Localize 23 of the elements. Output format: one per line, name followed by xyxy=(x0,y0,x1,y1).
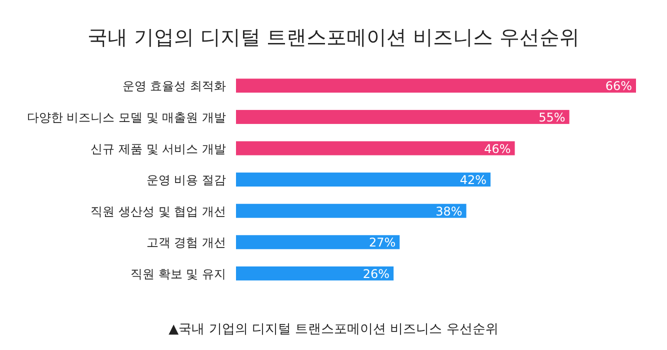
data-label: 27% xyxy=(368,236,396,250)
bar xyxy=(236,235,400,250)
y-tick-label: 다양한 비즈니스 모델 및 매출원 개발 xyxy=(26,110,226,124)
bar xyxy=(236,204,466,218)
data-label: 38% xyxy=(436,204,462,218)
data-label: 26% xyxy=(362,266,390,281)
bar xyxy=(236,266,394,280)
text: ▲국내 기업의 디지털 트랜스포메이션 비즈니스 우선순위 xyxy=(168,322,498,337)
y-tick-label: 신규 제품 및 서비스 개발 xyxy=(90,142,226,156)
data-label: 66% xyxy=(605,79,632,94)
bar xyxy=(236,110,570,124)
y-tick-label: 직원 생산성 및 협업 개선 xyxy=(90,204,226,218)
bar xyxy=(236,141,515,156)
bar xyxy=(236,172,491,187)
data-label: 55% xyxy=(538,110,566,124)
chart-title: 국내 기업의 디지털 트랜스포메이션 비즈니스 우선순위 xyxy=(88,25,580,49)
data-label: 46% xyxy=(484,142,511,156)
y-tick-label: 운영 효율성 최적화 xyxy=(122,79,226,94)
data-label: 42% xyxy=(460,173,487,188)
y-tick-label: 운영 비용 절감 xyxy=(146,173,226,188)
y-tick-label: 직원 확보 및 유지 xyxy=(130,266,226,281)
y-tick-label: 고객 경험 개선 xyxy=(146,236,226,250)
bar xyxy=(236,78,636,93)
